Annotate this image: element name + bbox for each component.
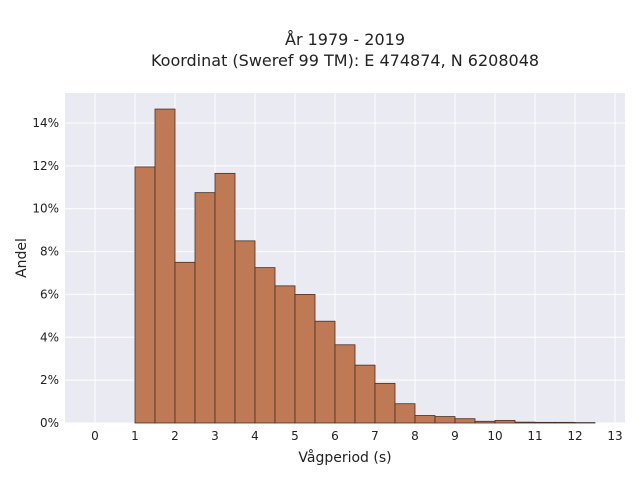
y-tick-label: 12%: [32, 159, 59, 173]
x-tick-label: 6: [331, 429, 339, 443]
histogram-bar: [474, 420, 496, 424]
x-tick-label: 8: [411, 429, 419, 443]
histogram-bar: [354, 364, 376, 424]
chart-title-line-1: År 1979 - 2019: [285, 30, 405, 49]
histogram-bar: [534, 421, 556, 424]
y-tick-labels: 0% 2% 4% 6% 8% 10% 12% 14%: [32, 116, 59, 430]
x-tick-label: 0: [91, 429, 99, 443]
x-tick-label: 9: [451, 429, 459, 443]
x-tick-label: 4: [251, 429, 259, 443]
y-tick-label: 8%: [40, 245, 59, 259]
y-tick-label: 4%: [40, 330, 59, 344]
x-tick-label: 3: [211, 429, 219, 443]
histogram-bar: [394, 403, 416, 424]
histogram-bar: [274, 285, 296, 424]
histogram-bar: [174, 261, 196, 424]
histogram-bar: [194, 192, 216, 424]
histogram-bar: [374, 382, 396, 424]
bars: [134, 108, 596, 424]
histogram-bar: [514, 421, 536, 424]
histogram-bar: [314, 320, 336, 424]
histogram-bar: [334, 344, 356, 424]
y-tick-label: 10%: [32, 202, 59, 216]
chart-title-line-2: Koordinat (Sweref 99 TM): E 474874, N 62…: [151, 51, 539, 70]
histogram-bar: [434, 416, 456, 424]
x-tick-label: 10: [487, 429, 502, 443]
x-tick-labels: 0 1 2 3 4 5 6 7 8 9 10 11 12 13: [91, 429, 622, 443]
histogram-bar: [134, 166, 156, 424]
x-axis-label: Vågperiod (s): [298, 449, 391, 466]
histogram-bar: [454, 418, 476, 424]
x-tick-label: 2: [171, 429, 179, 443]
y-tick-label: 14%: [32, 116, 59, 130]
y-tick-label: 0%: [40, 416, 59, 430]
x-tick-label: 12: [567, 429, 582, 443]
histogram-bar: [154, 108, 176, 424]
histogram-bar: [414, 415, 436, 424]
histogram-bar: [494, 420, 516, 424]
x-tick-label: 1: [131, 429, 139, 443]
histogram-bar: [554, 421, 576, 424]
histogram-bar: [294, 294, 316, 424]
x-tick-label: 13: [607, 429, 622, 443]
y-axis-label: Andel: [14, 238, 30, 278]
x-tick-label: 11: [527, 429, 542, 443]
y-tick-label: 6%: [40, 287, 59, 301]
x-tick-label: 7: [371, 429, 379, 443]
histogram-bar: [214, 172, 236, 424]
y-tick-label: 2%: [40, 373, 59, 387]
histogram-bar: [234, 240, 256, 424]
histogram-bar: [254, 267, 276, 424]
x-tick-label: 5: [291, 429, 299, 443]
